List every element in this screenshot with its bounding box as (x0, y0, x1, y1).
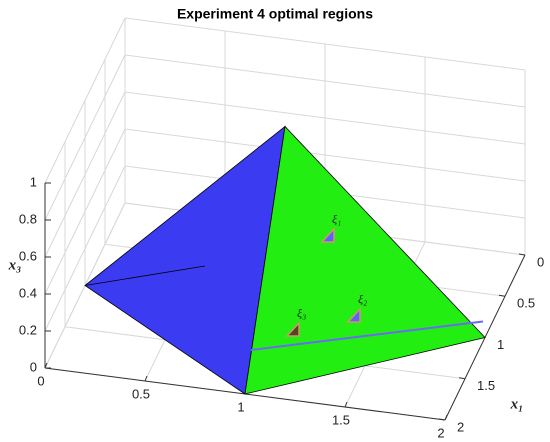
design-point (346, 307, 361, 323)
y-tick-label: 2 (437, 425, 444, 440)
tick-mark (444, 414, 448, 421)
x-tick-label: 0 (537, 254, 544, 269)
x-tick-label: 2 (457, 419, 464, 434)
tick-mark (458, 377, 466, 380)
z-tick-label: 0 (30, 359, 37, 374)
z-tick-label: 0.8 (19, 211, 37, 226)
annotation: ξ₃ (297, 306, 306, 320)
tick-mark (344, 401, 348, 408)
y-tick-label: 0.5 (132, 386, 150, 401)
tick-mark (498, 294, 506, 297)
design-point (320, 227, 335, 243)
z-tick-label: 0.2 (19, 322, 37, 337)
tick-mark (438, 418, 446, 421)
tick-mark (518, 253, 526, 256)
x-tick-label: 0.5 (517, 296, 535, 311)
z-axis-label: x₃ (8, 258, 22, 274)
y-tick-label: 1.5 (332, 412, 350, 427)
tick-mark (44, 362, 48, 369)
y-tick-label: 0 (37, 373, 44, 388)
face-right (244, 125, 486, 395)
annotation: ξ₂ (358, 292, 367, 306)
x-axis-label: x₁ (510, 397, 524, 413)
tick-mark (144, 375, 148, 382)
design-point (285, 321, 300, 337)
y-tick-label: 1 (237, 399, 244, 414)
z-tick-label: 1 (30, 174, 37, 189)
x-tick-label: 1 (497, 337, 504, 352)
region-line (250, 320, 484, 351)
z-tick-label: 0.6 (19, 248, 37, 263)
hidden-edge (84, 265, 206, 286)
chart-title: Experiment 4 optimal regions (177, 6, 373, 22)
annotation: ξ₁ (332, 212, 341, 226)
z-tick-label: 0.4 (19, 285, 37, 300)
x-tick-label: 1.5 (477, 378, 495, 393)
y-axis-label: x₂ (328, 439, 342, 442)
